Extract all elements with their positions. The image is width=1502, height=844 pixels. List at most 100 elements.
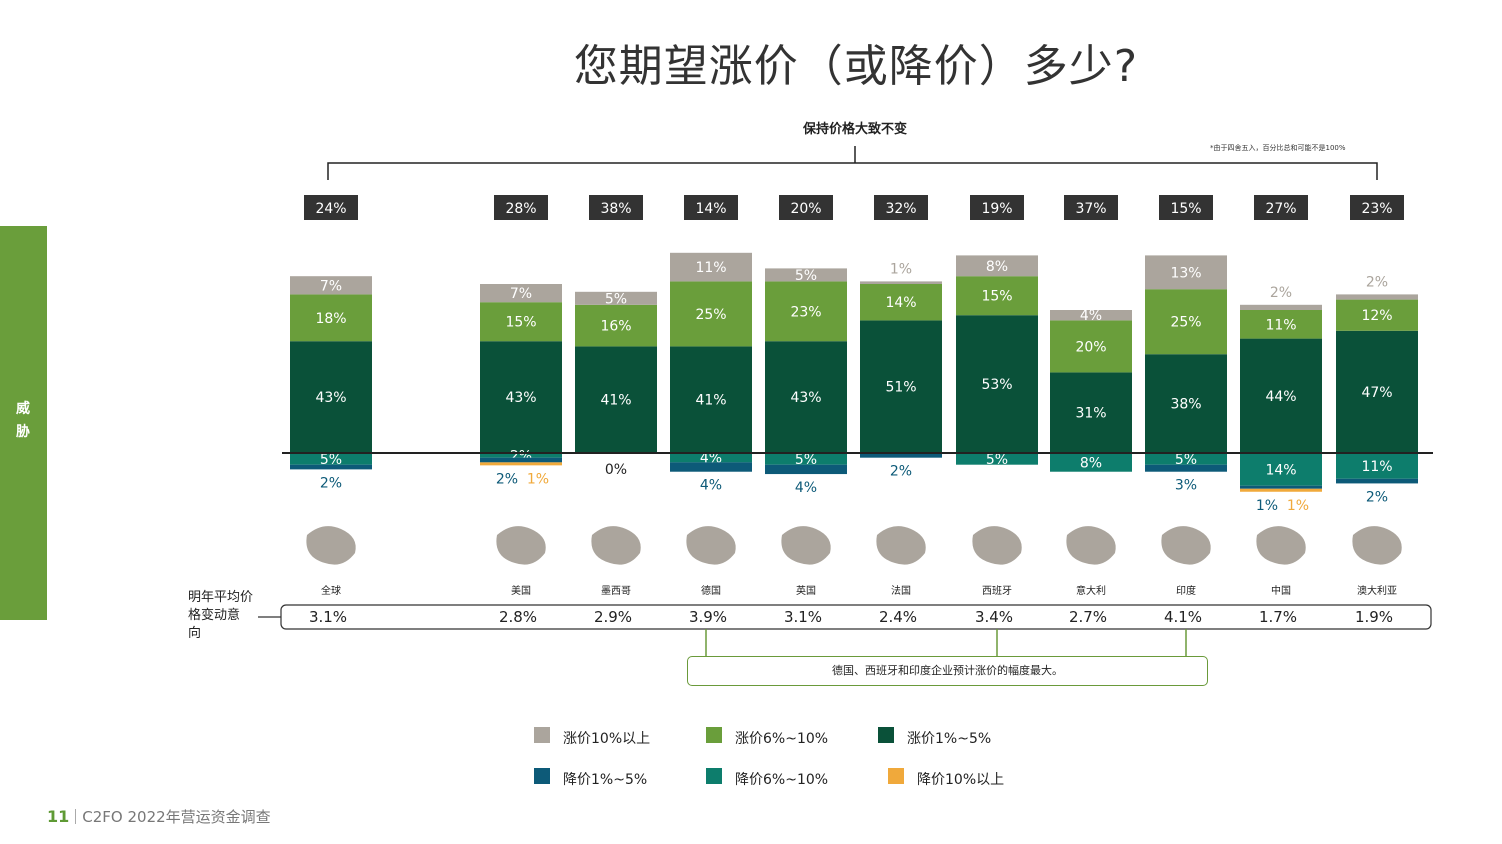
side-tab-label: 威胁 — [16, 401, 30, 440]
bar-segment-up10plus — [480, 284, 562, 303]
bar-segment-up6to10 — [765, 281, 847, 342]
stable-badge — [304, 195, 358, 220]
bar-segment-up10plus — [575, 291, 657, 305]
bar-segment-up6to10 — [1145, 289, 1227, 355]
bar-label-up10plus: 8% — [986, 259, 1008, 275]
bar-segment-down1to5 — [290, 464, 372, 470]
stable-badge — [874, 195, 928, 220]
side-tab — [0, 226, 47, 620]
bar-label-up10plus: 7% — [510, 286, 532, 302]
bar-segment-up6to10 — [860, 284, 942, 321]
bar-segment-up6to10 — [1050, 320, 1132, 373]
average-value: 4.1% — [1164, 608, 1202, 626]
stable-price-label: 保持价格大致不变 — [802, 122, 907, 137]
stable-badge — [1254, 195, 1308, 220]
average-change-row-label: 明年平均价 格变动意向 — [188, 589, 253, 643]
bar-label-up6to10: 25% — [1170, 315, 1201, 331]
bar-label-up1to5: 43% — [315, 390, 346, 406]
stable-badge-value: 23% — [1361, 201, 1392, 217]
bar-segment-down1to5 — [765, 464, 847, 475]
category-label: 法国 — [891, 584, 911, 597]
page-number: 11 — [47, 807, 70, 826]
bar-segment-up6to10 — [1336, 299, 1418, 331]
bar-segment-down10plus — [1240, 488, 1322, 492]
callout-box: 德国、西班牙和印度企业预计涨价的幅度最大。 — [687, 656, 1208, 686]
bar-label-down1to5: 2% — [1366, 489, 1388, 505]
bar-segment-up6to10 — [1240, 310, 1322, 339]
bar-segment-down6to10 — [1050, 453, 1132, 472]
bar-segment-down6to10 — [480, 453, 562, 458]
bar-label-up10plus: 7% — [320, 278, 342, 294]
country-map-icon — [1161, 526, 1211, 565]
bar-label-up1to5: 38% — [1170, 397, 1201, 413]
bar-segment-up1to5 — [765, 341, 847, 453]
category-label: 英国 — [796, 584, 816, 597]
bar-label-up1to5: 31% — [1075, 406, 1106, 422]
legend-swatch — [706, 727, 722, 743]
bar-segment-down6to10 — [765, 453, 847, 465]
bar-segment-down1to5 — [1336, 478, 1418, 484]
bar-segment-up6to10 — [480, 302, 562, 342]
bar-segment-up1to5 — [1145, 354, 1227, 453]
bar-label-up1to5: 51% — [885, 380, 916, 396]
legend-swatch — [706, 768, 722, 784]
country-map-icon — [781, 526, 831, 565]
stable-badge-value: 14% — [695, 201, 726, 217]
stable-badge — [684, 195, 738, 220]
average-value: 3.9% — [689, 608, 727, 626]
legend-swatch — [534, 727, 550, 743]
bar-label-up1to5: 43% — [790, 390, 821, 406]
legend-label: 降价1%~5% — [563, 772, 648, 788]
bar-label-down1to5: 3% — [1175, 478, 1197, 494]
bar-segment-down1to5 — [480, 457, 562, 463]
stable-badge — [779, 195, 833, 220]
bar-label-up10plus: 1% — [890, 261, 912, 277]
country-map-icon — [876, 526, 926, 565]
bar-segment-up1to5 — [1240, 338, 1322, 453]
bar-label-down1to5: 2% — [320, 475, 342, 491]
category-label: 西班牙 — [982, 585, 1012, 597]
bar-label-up1to5: 53% — [981, 377, 1012, 393]
category-label: 全球 — [321, 584, 341, 597]
legend-label: 涨价6%~10% — [735, 731, 829, 747]
category-label: 墨西哥 — [601, 585, 631, 597]
category-label: 德国 — [701, 584, 721, 597]
footer-divider — [75, 809, 77, 824]
bar-label-down6to10: 5% — [795, 452, 817, 468]
bar-segment-down1to5 — [1145, 464, 1227, 472]
bar-label-up6to10: 15% — [505, 315, 536, 331]
bar-segment-up10plus — [765, 268, 847, 282]
bar-segment-up1to5 — [290, 341, 372, 453]
legend-label: 降价10%以上 — [917, 772, 1005, 788]
bar-label-up1to5: 47% — [1361, 385, 1392, 401]
average-value: 2.4% — [879, 608, 917, 626]
stable-badge-value: 19% — [981, 201, 1012, 217]
legend-label: 涨价1%~5% — [907, 731, 992, 747]
bar-segment-down6to10 — [1336, 453, 1418, 479]
legend-swatch — [888, 768, 904, 784]
category-label: 意大利 — [1076, 584, 1106, 597]
bar-segment-up1to5 — [575, 346, 657, 453]
bar-label-up1to5: 41% — [695, 393, 726, 409]
bar-label-up6to10: 12% — [1361, 308, 1392, 324]
bar-label-down1to5: 2% — [890, 464, 912, 480]
average-value: 2.7% — [1069, 608, 1107, 626]
bar-segment-up1to5 — [1336, 330, 1418, 453]
bar-segment-up10plus — [1240, 304, 1322, 310]
bar-segment-down1to5 — [1240, 485, 1322, 489]
country-map-icon — [496, 526, 546, 565]
average-value: 2.8% — [499, 608, 537, 626]
bar-segment-down6to10 — [1240, 453, 1322, 486]
category-label: 澳大利亚 — [1357, 584, 1397, 597]
bar-segment-down10plus — [480, 462, 562, 466]
bar-label-up10plus: 5% — [605, 291, 627, 307]
bar-label-down6to10: 5% — [986, 452, 1008, 468]
bar-label-up10plus: 2% — [1270, 285, 1292, 301]
bar-label-up1to5: 43% — [505, 390, 536, 406]
bar-label-down10plus: 1% — [1287, 498, 1309, 514]
bar-label-up6to10: 15% — [981, 289, 1012, 305]
stable-badge-value: 27% — [1265, 201, 1296, 217]
bar-segment-down1to5 — [670, 462, 752, 472]
stable-badge-value: 37% — [1075, 201, 1106, 217]
bar-segment-up6to10 — [290, 294, 372, 342]
